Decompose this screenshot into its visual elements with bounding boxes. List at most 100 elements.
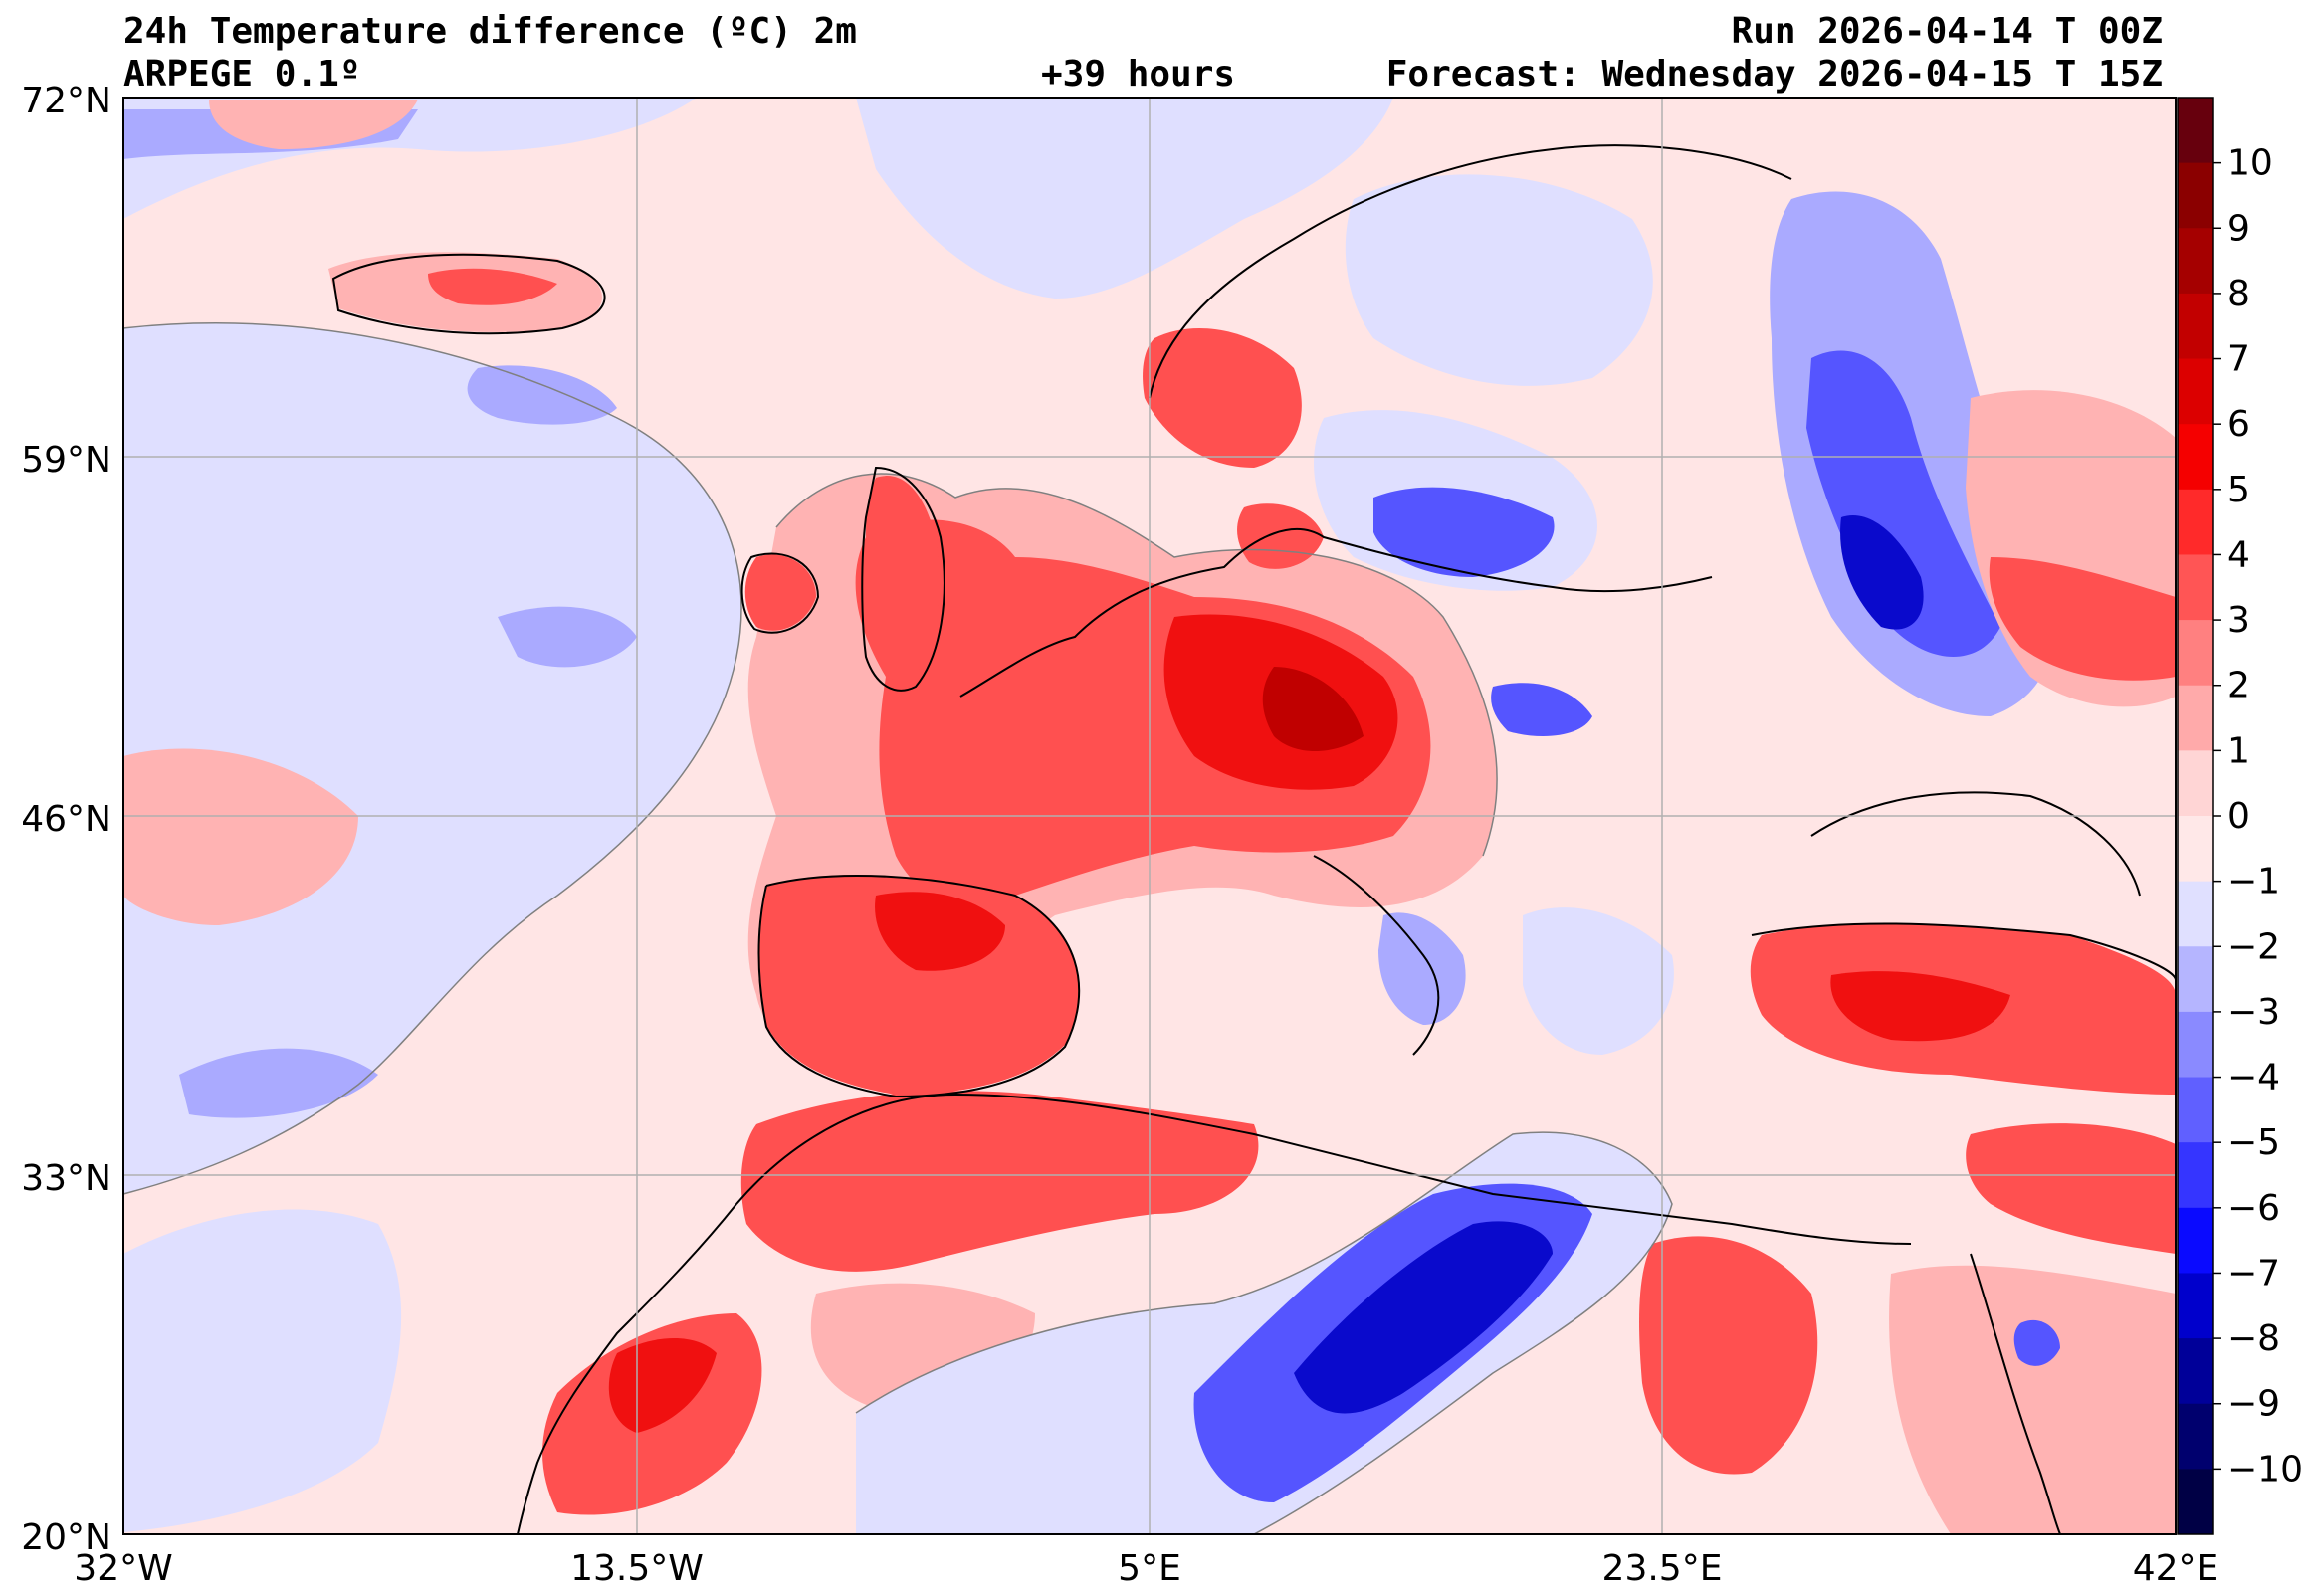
field-scandinavia-cool: [1345, 174, 1653, 386]
field-baltic-blue: [1373, 487, 1555, 577]
lon-tick: 42°E: [2133, 1548, 2219, 1589]
contour-sahara: [855, 1131, 1673, 1534]
coast-iberia: [757, 874, 1081, 1098]
colorbar-label: −5: [2227, 1122, 2280, 1163]
colorbar-band: [2178, 1011, 2213, 1079]
coast-black-sea: [1810, 791, 2141, 897]
field-atlantic-blue-3: [179, 1048, 378, 1118]
lon-axis: 32°W 13.5°W 5°E 23.5°E 42°E: [74, 1548, 2218, 1589]
field-arabia-warm: [1889, 1265, 2176, 1534]
colorbar-label: 6: [2227, 404, 2250, 445]
colorbar-label: 2: [2227, 666, 2250, 706]
field-hungary-blue: [1491, 683, 1592, 736]
colorbar-label: −2: [2227, 926, 2280, 967]
colorbar-label: −9: [2227, 1384, 2280, 1425]
colorbar-band: [2178, 554, 2213, 621]
colorbar-band: [2178, 685, 2213, 751]
lat-axis: 72°N 59°N 46°N 33°N 20°N: [21, 81, 111, 1558]
coast-north-africa: [735, 1093, 1912, 1245]
field-western-europe-red: [855, 519, 1431, 903]
colorbar-band: [2178, 1142, 2213, 1209]
graticule: [123, 98, 2176, 1534]
contour-europe: [775, 473, 1498, 857]
colorbar-band: [2178, 293, 2213, 360]
lon-tick: 23.5°E: [1602, 1548, 1723, 1589]
forecast-label: Forecast: Wednesday 2026-04-15 T 15Z: [1385, 54, 2163, 95]
contour-atlantic: [123, 322, 742, 1195]
field-levant-red: [1966, 1123, 2176, 1254]
colorbar-band: [2178, 750, 2213, 817]
colorbar-band: [2178, 162, 2213, 229]
field-germany-core: [1262, 667, 1364, 751]
map-frame: [122, 97, 2177, 1535]
colorbar-label: 5: [2227, 470, 2250, 510]
field-norway-warm: [1143, 328, 1302, 468]
coastlines: [331, 144, 2176, 1534]
field-atlantic-cool: [123, 322, 741, 1194]
lat-tick: 72°N: [21, 81, 111, 121]
field-east-europe-red: [1989, 557, 2176, 681]
colorbar-band: [2178, 228, 2213, 295]
colorbar-label: 10: [2227, 143, 2273, 184]
field-russia-blue: [1806, 350, 2000, 657]
colorbar-band: [2178, 98, 2213, 164]
lat-tick: 59°N: [21, 440, 111, 481]
colorbar-band: [2178, 1469, 2213, 1535]
colorbar-label: −10: [2227, 1449, 2303, 1490]
colorbar-label: 9: [2227, 208, 2250, 249]
colorbar-label: −3: [2227, 992, 2280, 1033]
field-iberia-strong: [875, 892, 1005, 971]
model-label: ARPEGE 0.1º: [123, 54, 361, 95]
lead-time-label: +39 hours: [1041, 54, 1236, 95]
colorbar-band: [2178, 358, 2213, 425]
lon-tick: 5°E: [1118, 1548, 1181, 1589]
lon-tick: 13.5°W: [570, 1548, 704, 1589]
colorbar-label: −7: [2227, 1253, 2280, 1294]
field-arabia-blue: [2013, 1319, 2060, 1366]
contour-lines: [123, 322, 1673, 1534]
run-label: Run 2026-04-14 T 00Z: [1731, 11, 2163, 52]
field-egypt-red: [1639, 1236, 1818, 1475]
coast-west-africa: [517, 1203, 737, 1534]
field-sahara-dark-blue: [1294, 1221, 1553, 1414]
field-iceland-red: [428, 268, 557, 305]
field-turkey-strong: [1830, 971, 2010, 1042]
colorbar-band: [2178, 424, 2213, 491]
colorbar-band: [2178, 1403, 2213, 1470]
field-britain-red: [866, 476, 940, 687]
colorbar-band: [2178, 881, 2213, 947]
colorbar-label: 4: [2227, 534, 2250, 575]
field-maghreb-red: [740, 1091, 1259, 1272]
colorbar-label: 1: [2227, 730, 2250, 771]
colorbar-band: [2178, 489, 2213, 555]
map-title: 24h Temperature difference (ºC) 2m: [123, 11, 857, 52]
colorbar-label: −1: [2227, 862, 2280, 902]
colorbar-band: [2178, 816, 2213, 883]
coast-turkey: [1751, 922, 2176, 981]
coast-italy: [1313, 855, 1440, 1056]
field-italy-cool: [1378, 912, 1466, 1025]
coast-norway: [1149, 144, 1792, 399]
colorbar-label: 0: [2227, 796, 2250, 837]
field-mauritania-strong: [608, 1338, 717, 1433]
colorbar-band: [2178, 1207, 2213, 1274]
colorbar-label: −4: [2227, 1058, 2280, 1098]
coast-europe: [959, 528, 1713, 698]
colorbar-label: 8: [2227, 274, 2250, 314]
field-norwegian-sea-cool: [856, 98, 1393, 299]
field-atlantic-blue-2: [498, 606, 637, 668]
lat-tick: 33°N: [21, 1158, 111, 1199]
field-balkans-cool: [1523, 907, 1674, 1055]
field-greenland-red: [209, 100, 418, 149]
coast-iceland: [331, 253, 606, 335]
coast-britain: [861, 466, 945, 692]
colorbar-band: [2178, 1077, 2213, 1143]
colorbar-label: −6: [2227, 1188, 2280, 1229]
lon-tick: 32°W: [74, 1548, 172, 1589]
colorbar-band: [2178, 1273, 2213, 1339]
field-canary-cool: [123, 1209, 402, 1532]
field-atlantic-blue-1: [467, 365, 617, 425]
colorbar-label: 3: [2227, 600, 2250, 641]
